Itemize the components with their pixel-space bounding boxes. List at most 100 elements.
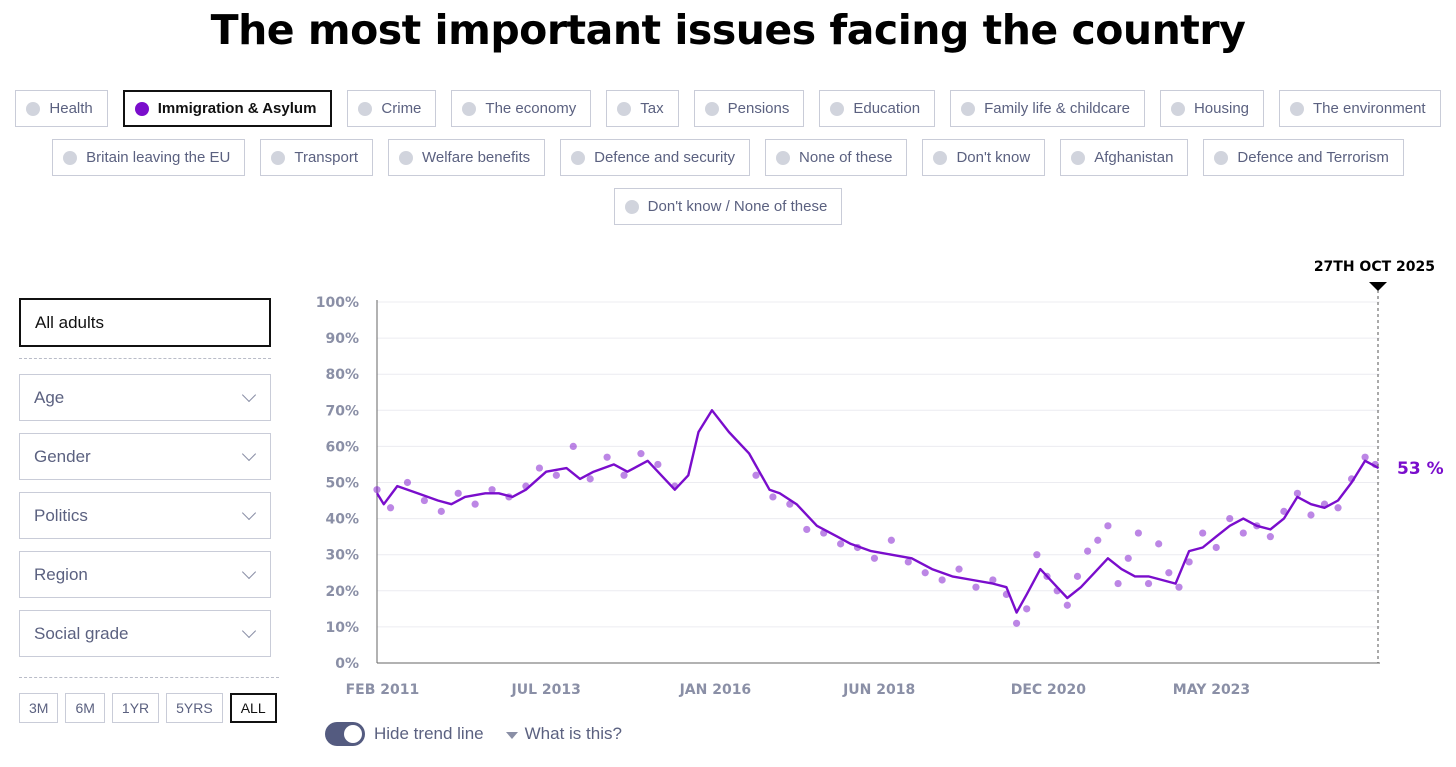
- x-tick-label: MAY 2023: [1173, 682, 1250, 698]
- poll-point: [586, 475, 594, 483]
- issue-chip-defence-and-terrorism[interactable]: Defence and Terrorism: [1203, 139, 1404, 176]
- audience-selector[interactable]: All adults: [19, 298, 271, 347]
- radio-dot-icon: [1071, 150, 1086, 165]
- filter-gender[interactable]: Gender: [19, 433, 271, 480]
- poll-point: [887, 536, 895, 544]
- chart-controls: Hide trend line What is this?: [325, 722, 622, 746]
- poll-point: [569, 442, 577, 450]
- poll-point: [620, 471, 628, 479]
- y-tick-label: 40%: [325, 512, 359, 528]
- issue-chip-afghanistan[interactable]: Afghanistan: [1060, 139, 1189, 176]
- poll-point: [603, 453, 611, 461]
- time-range-selector: 3M 6M 1YR 5YRS ALL: [19, 693, 277, 723]
- poll-point: [1199, 529, 1207, 537]
- poll-point: [1175, 583, 1183, 591]
- issue-chip-defence-and-security[interactable]: Defence and security: [560, 139, 751, 176]
- radio-dot-icon: [1214, 150, 1229, 165]
- issue-chip-label: Tax: [640, 100, 664, 117]
- issue-chip-the-economy[interactable]: The economy: [451, 90, 592, 127]
- poll-point: [654, 460, 662, 469]
- filter-label: Politics: [34, 505, 88, 525]
- latest-value-label: 53 %: [1397, 459, 1444, 479]
- caret-down-icon: [505, 731, 518, 739]
- poll-point: [420, 496, 428, 505]
- issue-chip-family-life-and-childcare[interactable]: Family life & childcare: [950, 90, 1145, 127]
- issue-chip-health[interactable]: Health: [15, 90, 108, 127]
- what-is-this-label: What is this?: [524, 724, 622, 743]
- range-button-6m[interactable]: 6M: [65, 693, 105, 723]
- filter-label: Gender: [34, 446, 91, 466]
- x-tick-label: FEB 2011: [346, 682, 420, 698]
- issue-chip-tax[interactable]: Tax: [606, 90, 679, 127]
- radio-dot-icon: [961, 101, 976, 116]
- issue-chip-crime[interactable]: Crime: [347, 90, 437, 127]
- filter-age[interactable]: Age: [19, 374, 271, 421]
- issue-chip-label: Health: [49, 100, 93, 117]
- x-tick-label: DEC 2020: [1011, 682, 1087, 698]
- x-tick-label: JAN 2016: [679, 682, 752, 698]
- trend-line-toggle[interactable]: [325, 722, 365, 746]
- issue-chip-housing[interactable]: Housing: [1159, 90, 1265, 127]
- poll-point: [1033, 551, 1041, 559]
- poll-point: [1124, 554, 1132, 562]
- poll-point: [938, 576, 946, 584]
- poll-point: [437, 507, 445, 515]
- poll-point: [1114, 579, 1122, 588]
- issue-chip-label: The economy: [485, 100, 577, 117]
- poll-points: [373, 442, 1379, 627]
- y-tick-label: 10%: [325, 620, 359, 636]
- issue-chip-education[interactable]: Education: [819, 90, 936, 127]
- issue-chip-don-t-know-none-of-these[interactable]: Don't know / None of these: [613, 188, 843, 225]
- issue-chip-label: Defence and Terrorism: [1237, 149, 1389, 166]
- poll-point: [552, 471, 560, 479]
- poll-point: [1212, 543, 1220, 552]
- filter-politics[interactable]: Politics: [19, 492, 271, 539]
- poll-point: [471, 500, 479, 508]
- issue-chip-none-of-these[interactable]: None of these: [765, 139, 908, 176]
- radio-dot-icon: [617, 101, 632, 116]
- issue-chip-immigration-and-asylum[interactable]: Immigration & Asylum: [122, 90, 333, 127]
- poll-point: [989, 576, 997, 584]
- issue-chip-britain-leaving-the-eu[interactable]: Britain leaving the EU: [52, 139, 246, 176]
- radio-dot-icon: [830, 101, 845, 116]
- poll-point: [637, 450, 645, 458]
- filter-label: Region: [34, 564, 88, 584]
- radio-dot-icon: [462, 101, 477, 116]
- poll-point: [1239, 529, 1247, 537]
- y-tick-label: 0%: [335, 656, 359, 672]
- radio-dot-icon: [63, 150, 78, 165]
- what-is-this-link[interactable]: What is this?: [505, 724, 622, 744]
- filter-social-grade[interactable]: Social grade: [19, 610, 271, 657]
- issue-chip-the-environment[interactable]: The environment: [1279, 90, 1441, 127]
- issue-chip-transport[interactable]: Transport: [260, 139, 373, 176]
- range-button-5yrs[interactable]: 5YRS: [166, 693, 223, 723]
- range-button-all[interactable]: ALL: [229, 693, 277, 723]
- x-tick-label: JUN 2018: [842, 682, 915, 698]
- issue-chip-label: None of these: [799, 149, 893, 166]
- latest-marker-icon: [1369, 282, 1387, 291]
- poll-point: [1280, 507, 1288, 515]
- poll-point: [752, 471, 760, 479]
- poll-point: [972, 583, 980, 591]
- poll-point: [1094, 536, 1102, 544]
- range-button-1yr[interactable]: 1YR: [111, 693, 160, 723]
- issue-chip-don-t-know[interactable]: Don't know: [922, 139, 1046, 176]
- poll-point: [1155, 540, 1163, 548]
- hide-trend-label[interactable]: Hide trend line: [374, 724, 484, 743]
- issue-chip-label: Education: [853, 100, 921, 117]
- issue-chip-welfare-benefits[interactable]: Welfare benefits: [388, 139, 546, 176]
- range-button-3m[interactable]: 3M: [19, 693, 59, 723]
- y-tick-label: 90%: [325, 331, 359, 347]
- poll-point: [488, 486, 496, 494]
- issue-chip-pensions[interactable]: Pensions: [693, 90, 805, 127]
- filter-region[interactable]: Region: [19, 551, 271, 598]
- poll-point: [955, 565, 963, 573]
- issue-chip-label: Immigration & Asylum: [157, 100, 317, 117]
- issue-chip-label: The environment: [1313, 100, 1426, 117]
- sidebar-divider: [19, 358, 271, 359]
- poll-point: [836, 540, 845, 548]
- poll-point: [1144, 579, 1153, 588]
- poll-point: [1012, 619, 1021, 627]
- issue-chip-label: Britain leaving the EU: [86, 149, 231, 166]
